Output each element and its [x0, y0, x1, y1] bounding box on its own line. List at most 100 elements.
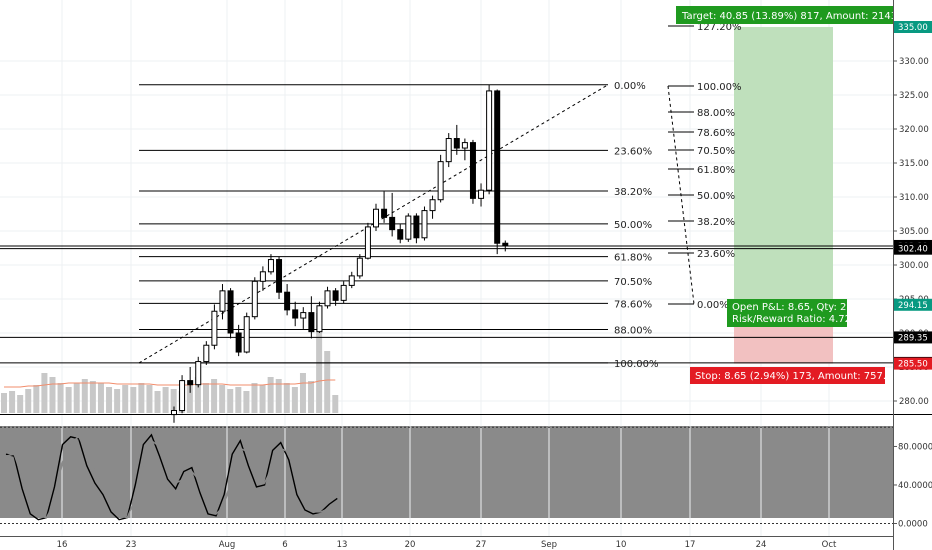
price-tick-label: 305.00	[899, 227, 929, 237]
volume-bar	[25, 389, 32, 413]
volume-bar	[299, 373, 306, 413]
time-tick-label: Sep	[541, 540, 557, 550]
volume-bar	[57, 383, 64, 413]
volume-bar	[259, 385, 266, 413]
price-tag-label: 289.35	[898, 333, 928, 343]
volume-bar	[122, 385, 129, 413]
volume-bar	[81, 379, 88, 413]
volume-bar	[33, 385, 40, 413]
time-tick-label: 10	[616, 540, 627, 550]
volume-ma-line	[4, 379, 336, 388]
candle-body	[179, 380, 186, 412]
stop-label-box[interactable]: Stop: 8.65 (2.94%) 173, Amount: 757.8	[690, 367, 892, 384]
extension-level-label: 38.20%	[697, 217, 735, 228]
time-axis[interactable]: 16 23 Aug 6 13 20 27 Sep 10 17 24 Oct	[57, 540, 837, 550]
profit-zone[interactable]	[734, 27, 833, 305]
volume-bar	[291, 387, 298, 413]
volume-bar	[154, 391, 161, 413]
volume-bar	[332, 395, 339, 413]
candle-body	[332, 290, 339, 301]
oscillator-tick-label: 0.0000	[898, 520, 928, 530]
candle-body	[300, 312, 307, 319]
candle-body	[211, 310, 218, 346]
volume-bar	[235, 387, 242, 413]
volume-bar	[89, 381, 96, 413]
candle-body	[276, 259, 283, 293]
stochastic-band	[0, 426, 893, 518]
volume-bar	[41, 373, 48, 413]
volume-bar	[1, 393, 7, 413]
price-tick-label: 315.00	[899, 159, 929, 169]
volume-bar	[106, 387, 113, 413]
fib-level-label: 70.50%	[614, 277, 652, 288]
time-tick-label: Aug	[219, 540, 236, 550]
candle-body	[203, 344, 210, 363]
volume-bar	[227, 389, 234, 413]
volume-bar	[186, 385, 193, 413]
candle-body	[267, 259, 274, 273]
price-tag-box	[894, 21, 932, 33]
candle-body	[195, 361, 202, 386]
volume-bar	[49, 377, 56, 413]
candle-body	[348, 275, 355, 286]
volume-bar	[211, 379, 218, 413]
volume-bar	[9, 391, 16, 413]
volume-bar	[162, 387, 169, 413]
candle-body	[243, 316, 250, 353]
price-tag-box	[894, 357, 932, 370]
time-tick-label: 23	[126, 540, 137, 550]
fib-level-label: 50.00%	[614, 220, 652, 231]
candle-body	[227, 290, 234, 334]
candle-body	[445, 138, 452, 163]
volume-bar	[267, 377, 274, 413]
price-tick-label: 310.00	[899, 193, 929, 203]
volume-bar	[251, 383, 258, 413]
volume-bar	[219, 385, 226, 413]
pnl-label: Open P&L: 8.65, Qty: 28	[732, 302, 853, 313]
extension-trend-line	[667, 85, 695, 305]
pnl-label-box[interactable]: Open P&L: 8.65, Qty: 28 Risk/Reward Rati…	[727, 299, 853, 327]
price-tick-label: 330.00	[899, 57, 929, 67]
price-tick-label: 325.00	[899, 91, 929, 101]
candle-body	[453, 138, 460, 149]
candle-body	[235, 332, 242, 353]
stochastic-line	[5, 435, 338, 519]
price-axis[interactable]: 280.00285.00290.00295.00300.00305.00310.…	[893, 57, 929, 407]
price-tags: 335.00302.80302.40294.15289.35285.60285.…	[894, 21, 932, 370]
extension-level-label: 100.00%	[697, 82, 742, 93]
volume-bar	[130, 387, 137, 413]
candle-body	[413, 215, 420, 239]
candle-body	[187, 380, 194, 386]
fib-level-label: 100.00%	[614, 359, 659, 370]
price-tag-label: 302.40	[898, 245, 928, 255]
candle-body	[421, 210, 428, 239]
volume-bar	[138, 383, 145, 413]
price-tag-box	[894, 298, 932, 311]
candle-body	[324, 290, 331, 307]
target-label-box[interactable]: Target: 40.85 (13.89%) 817, Amount: 2143…	[676, 6, 907, 24]
candle-body	[381, 208, 388, 218]
oscillator-axis[interactable]: 0.0000 40.0000 80.0000	[893, 442, 932, 530]
volume-bar	[73, 383, 80, 413]
volume-bar	[17, 395, 24, 413]
fib-level-label: 61.80%	[614, 253, 652, 264]
volume-bar	[324, 351, 331, 413]
risk-reward-label: Risk/Reward Ratio: 4.72	[732, 314, 851, 325]
candle-body	[486, 90, 493, 191]
price-tag-box	[894, 331, 932, 344]
volume-bar	[97, 383, 104, 413]
volume-bar	[194, 377, 201, 413]
extension-level-label: 88.00%	[697, 108, 735, 119]
extension-level-label: 78.60%	[697, 128, 735, 139]
extension-level-label: 0.00%	[697, 300, 729, 311]
volume-bar	[203, 383, 209, 413]
price-tag-label: 294.15	[898, 301, 928, 311]
time-tick-label: 20	[405, 540, 416, 550]
fib-extension[interactable]: 127.20% 100.00% 88.00% 78.60% 70.50% 61.80% 50…	[667, 22, 742, 311]
oscillator-tick-label: 80.0000	[898, 442, 932, 452]
candle-body	[373, 208, 379, 228]
stochastic-lines	[0, 426, 893, 524]
candle-body	[437, 161, 444, 201]
oscillator-tick-label: 40.0000	[898, 481, 932, 491]
